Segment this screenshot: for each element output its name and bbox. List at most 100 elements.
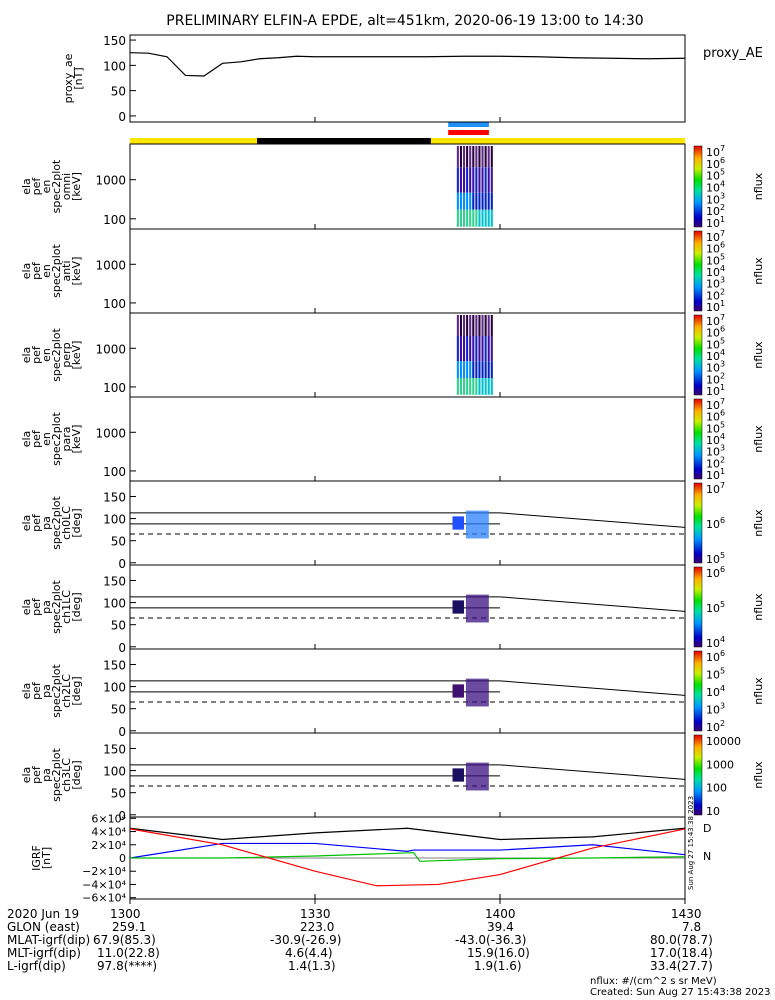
cbar-tick-exp: 7 <box>720 313 725 322</box>
cbar-tick-exp: 4 <box>720 348 725 357</box>
yticklabel-perp-0: 1000 <box>95 342 126 356</box>
ylabel-proxy_ae-1: [nT] <box>72 67 85 89</box>
ylabel-igrf-0: IGRF <box>30 845 43 871</box>
cbar-tick-base: 10 <box>706 373 720 386</box>
ylabel-para-5: [keV] <box>70 425 83 454</box>
cbar-tick-base: 10 <box>706 686 720 699</box>
cbar-tick-exp: 6 <box>720 325 725 334</box>
yticklabel-anti-1: 100 <box>103 297 126 311</box>
ylabel-ch3LC-2: pa <box>40 768 53 782</box>
spec-cell-high <box>463 146 466 168</box>
ylabel-ch0LC-4: ch0LC <box>60 506 73 540</box>
yticklabel-ch1LC-0: 150 <box>103 574 126 588</box>
spec-cell-mid <box>469 336 472 362</box>
spec-cell-low <box>481 378 484 395</box>
pa-blob-a <box>452 684 464 698</box>
ylabel-ch3LC-3: spec2plot <box>50 748 63 802</box>
ylabel-perp-3: spec2plot <box>50 328 63 382</box>
footer-row-1-c2: 223.0 <box>300 920 335 934</box>
spec-cell-low <box>475 209 478 227</box>
footer-row-4-c1: 97.8(****) <box>97 959 158 973</box>
cbar-tick-ch3LC-2: 100 <box>706 782 727 795</box>
ylabel-ch0LC-1: pef <box>30 513 43 532</box>
science-zone-blue <box>448 122 489 127</box>
cbar-tick-ch0LC-0: 107 <box>706 481 725 496</box>
yticklabel-ch0LC-1: 100 <box>103 513 126 527</box>
cbar-tick-base: 10 <box>706 399 720 412</box>
spec-cell-mid <box>487 167 490 193</box>
spec-cell-high <box>484 146 487 168</box>
cbar-tick-ch3LC-1: 1000 <box>706 758 734 771</box>
cbar-tick-anti-0: 107 <box>706 229 725 244</box>
footer-row-3-label: MLT-igrf(dip) <box>7 946 81 960</box>
cbar-tick-perp-1: 106 <box>706 325 725 340</box>
spec-cell-lowmid <box>475 361 478 378</box>
yticklabel-ch2LC-3: 0 <box>118 725 126 739</box>
cbar-tick-ch2LC-2: 104 <box>706 684 725 699</box>
spec-cell-mid <box>490 167 493 193</box>
cbar-tick-base: 10 <box>706 637 720 650</box>
footer-row-3-c2: 4.6(4.4) <box>285 946 333 960</box>
spec-cell-low <box>478 209 481 227</box>
ylabel-para-4: para <box>60 427 73 452</box>
ylabel-ch2LC-3: spec2plot <box>50 664 63 718</box>
ylabel-ch0LC-3: spec2plot <box>50 496 63 550</box>
cbar-tick-ch1LC-0: 106 <box>706 565 725 580</box>
cbar-tick-base: 10 <box>706 446 720 459</box>
spec-cell-mid <box>490 336 493 362</box>
cbar-tick-exp: 4 <box>720 432 725 441</box>
cbar-tick-base: 1000 <box>706 758 734 771</box>
colorbar-anti <box>693 230 703 312</box>
spec-cell-low <box>459 209 462 227</box>
spec-cell-mid <box>456 167 459 193</box>
cbar-tick-base: 10 <box>706 193 720 206</box>
ylabel-omni-3: spec2plot <box>50 159 63 213</box>
spec-cell-lowmid <box>466 192 469 210</box>
cbar-tick-omni-2: 105 <box>706 168 725 183</box>
cbar-tick-exp: 1 <box>720 299 725 308</box>
cbar-tick-ch3LC-0: 10000 <box>706 735 741 748</box>
spec-cell-low <box>472 378 475 395</box>
footer-row-3-c4: 17.0(18.4) <box>650 946 713 960</box>
ylabel-ch1LC-3: spec2plot <box>50 580 63 634</box>
cbar-tick-omni-5: 102 <box>706 203 725 218</box>
cbar-tick-base: 10 <box>706 704 720 717</box>
ylabel-anti-5: [keV] <box>70 257 83 286</box>
ylabel-ch3LC-0: ela <box>20 767 33 784</box>
spec-cell-high <box>484 315 487 336</box>
yticklabel-ch1LC-2: 50 <box>111 619 126 633</box>
spec-cell-high <box>466 146 469 168</box>
cbar-tick-exp: 7 <box>720 481 725 490</box>
spec-cell-mid <box>456 336 459 362</box>
spec-cell-high <box>459 146 462 168</box>
spec-cell-mid <box>484 167 487 193</box>
yticklabel-igrf-0: 6×10⁴ <box>91 812 126 825</box>
ylabel-ch2LC-4: ch2LC <box>60 674 73 708</box>
cbar-tick-para-5: 102 <box>706 455 725 470</box>
spec-cell-low <box>469 209 472 227</box>
yticklabel-para-1: 100 <box>103 465 126 479</box>
pa-blob-b <box>465 510 489 539</box>
spec-cell-low <box>484 378 487 395</box>
ylabel-para-2: en <box>40 432 53 446</box>
cbar-tick-exp: 3 <box>720 702 725 711</box>
cbar-tick-anti-4: 103 <box>706 276 725 291</box>
ylabel-perp-1: pef <box>30 345 43 364</box>
colorbar-para <box>693 398 703 480</box>
cbar-tick-exp: 2 <box>720 455 725 464</box>
spec-cell-mid <box>469 167 472 193</box>
spec-cell-mid <box>484 336 487 362</box>
yticklabel-anti-0: 1000 <box>95 258 126 272</box>
cbar-tick-base: 10 <box>706 411 720 424</box>
cbar-tick-base: 10 <box>706 567 720 580</box>
science-zone-red <box>448 130 489 135</box>
cbar-tick-exp: 7 <box>720 229 725 238</box>
yticklabel-ch0LC-3: 0 <box>118 557 126 571</box>
yticklabel-perp-1: 100 <box>103 381 126 395</box>
ylabel-perp-5: [keV] <box>70 341 83 370</box>
spec-cell-lowmid <box>481 361 484 378</box>
cbar-tick-exp: 4 <box>720 684 725 693</box>
cbar-tick-ch1LC-1: 105 <box>706 600 725 615</box>
spec-cell-low <box>466 378 469 395</box>
cbar-tick-base: 10 <box>706 669 720 682</box>
